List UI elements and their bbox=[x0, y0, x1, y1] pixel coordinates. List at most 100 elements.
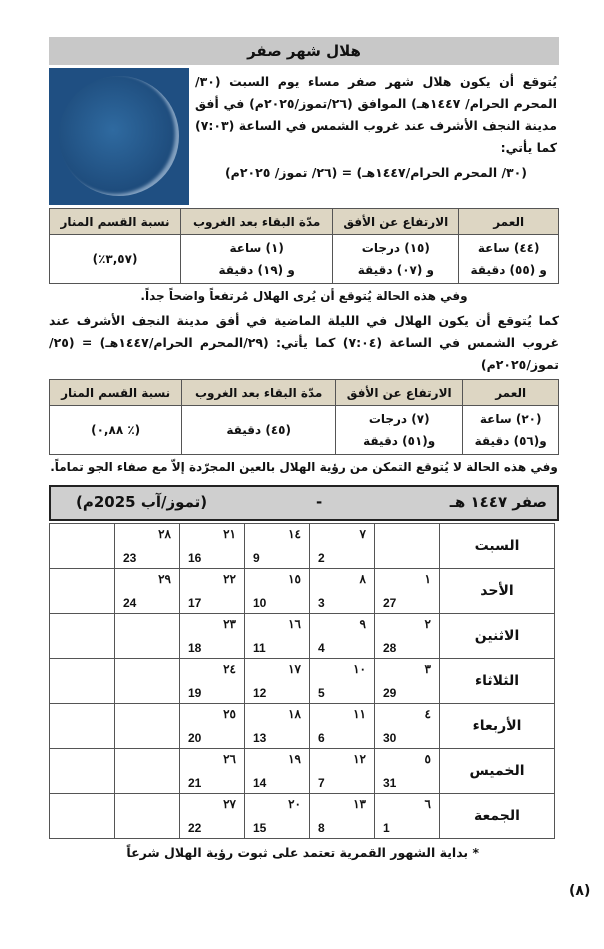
calendar-cell bbox=[49, 703, 115, 749]
hijri-day: ٥ bbox=[424, 752, 431, 766]
calendar-cell: ٢٧ 22 bbox=[179, 793, 245, 839]
hijri-day: ٩ bbox=[359, 617, 366, 631]
date-equation: (٣٠/ المحرم الحرام/١٤٤٧هـ) = (٢٦/ تموز/ … bbox=[224, 165, 528, 180]
calendar-row: الثلاثاء ٣ 29 ١٠ 5 ١٧ 12 ٢٤ 19 bbox=[49, 658, 555, 704]
cell-duration: (١) ساعة و (١٩) دقيقة bbox=[180, 234, 334, 284]
age-minutes: و(٥٦) دقيقة bbox=[474, 434, 547, 448]
calendar-cell bbox=[49, 568, 115, 614]
intro-paragraph: يُتوقع أن يكون هلال شهر صفر مساء يوم الس… bbox=[195, 74, 557, 155]
day-name: الأحد bbox=[439, 568, 555, 614]
page-content: هلال شهر صفر يُتوقع أن يكون هلال شهر صفر… bbox=[48, 37, 590, 949]
calendar-cell: ٢٥ 20 bbox=[179, 703, 245, 749]
gregorian-day: 3 bbox=[318, 596, 325, 610]
hijri-day: ٢٤ bbox=[223, 662, 236, 676]
cell-altitude: (١٥) درجات و (٠٧) دقيقة bbox=[332, 234, 460, 284]
calendar-cell bbox=[49, 523, 115, 569]
calendar-cell: ٢٦ 21 bbox=[179, 748, 245, 794]
gregorian-day: 4 bbox=[318, 641, 325, 655]
moon-data-table-1: العمر الارتفاع عن الأفق مدّة البقاء بعد … bbox=[48, 208, 559, 284]
hijri-day: ٢٠ bbox=[288, 797, 301, 811]
hijri-day: ٢٧ bbox=[223, 797, 236, 811]
calendar-row: الجمعة ٦ 1 ١٣ 8 ٢٠ 15 ٢٧ 22 bbox=[49, 793, 555, 839]
day-name: السبت bbox=[439, 523, 555, 569]
intro-text-block: يُتوقع أن يكون هلال شهر صفر مساء يوم الس… bbox=[189, 68, 559, 183]
gregorian-day: 24 bbox=[123, 596, 137, 610]
section-title: هلال شهر صفر bbox=[49, 37, 559, 65]
calendar-cell: ١٩ 14 bbox=[244, 748, 310, 794]
separator: - bbox=[316, 493, 323, 511]
calendar-row: السبت ٧ 2 ١٤ 9 ٢١ 16 ٢٨ 23 bbox=[49, 523, 555, 569]
header-duration: مدّة البقاء بعد الغروب bbox=[180, 208, 334, 235]
intro-2: كما يُتوقع أن يكون الهلال في الليلة الما… bbox=[49, 313, 559, 372]
calendar-row: الاثنين ٢ 28 ٩ 4 ١٦ 11 ٢٣ 18 bbox=[49, 613, 555, 659]
page-number: (٨) bbox=[569, 883, 591, 899]
cell-illumination: (٪ ٠,٨٨) bbox=[48, 405, 183, 455]
calendar-cell bbox=[114, 658, 180, 704]
gregorian-day: 5 bbox=[318, 686, 325, 700]
calendar-grid: السبت ٧ 2 ١٤ 9 ٢١ 16 ٢٨ 23 الأحد ١ 27 ٨ 3 ١٥ 10 ٢٢ 17 ٢٩ 24… bbox=[49, 523, 555, 839]
calendar-cell: ١٢ 7 bbox=[309, 748, 375, 794]
hijri-day: ٢٩ bbox=[158, 572, 171, 586]
hijri-day: ٢٨ bbox=[158, 527, 171, 541]
gregorian-day: 21 bbox=[188, 776, 202, 790]
gregorian-day: 23 bbox=[123, 551, 137, 565]
duration-hours: (١) ساعة bbox=[229, 241, 284, 255]
gregorian-day: 19 bbox=[188, 686, 202, 700]
gregorian-day: 7 bbox=[318, 776, 325, 790]
gregorian-day: 14 bbox=[253, 776, 267, 790]
note-1: وفي هذه الحالة يُتوقع أن يُرى الهلال مُر… bbox=[140, 289, 468, 303]
hijri-day: ١ bbox=[424, 572, 431, 586]
calendar-cell: ٤ 30 bbox=[374, 703, 440, 749]
moon-data-table-2: العمر الارتفاع عن الأفق مدّة البقاء بعد … bbox=[48, 379, 559, 455]
hijri-day: ٢٦ bbox=[223, 752, 236, 766]
calendar-cell: ١٠ 5 bbox=[309, 658, 375, 704]
calendar-cell: ١٥ 10 bbox=[244, 568, 310, 614]
calendar-cell: ١٧ 12 bbox=[244, 658, 310, 704]
footnote: * بداية الشهور القمرية تعتمد على ثبوت رؤ… bbox=[126, 845, 479, 860]
age-hours: (٢٠) ساعة bbox=[479, 412, 542, 426]
gregorian-day: 11 bbox=[253, 641, 266, 655]
calendar-row: الأحد ١ 27 ٨ 3 ١٥ 10 ٢٢ 17 ٢٩ 24 bbox=[49, 568, 555, 614]
calendar-cell: ٢ 28 bbox=[374, 613, 440, 659]
calendar-cell: ٢٨ 23 bbox=[114, 523, 180, 569]
hijri-day: ١٩ bbox=[288, 752, 301, 766]
altitude-degrees: (٧) درجات bbox=[368, 412, 430, 426]
gregorian-day: 16 bbox=[188, 551, 202, 565]
calendar-cell bbox=[49, 793, 115, 839]
gregorian-day: 8 bbox=[318, 821, 325, 835]
day-name: الجمعة bbox=[439, 793, 555, 839]
gregorian-day: 12 bbox=[253, 686, 267, 700]
calendar-cell bbox=[114, 793, 180, 839]
calendar-row: الأربعاء ٤ 30 ١١ 6 ١٨ 13 ٢٥ 20 bbox=[49, 703, 555, 749]
day-name: الأربعاء bbox=[439, 703, 555, 749]
hijri-day: ٣ bbox=[424, 662, 431, 676]
hijri-day: ١١ bbox=[353, 707, 366, 721]
day-name: الاثنين bbox=[439, 613, 555, 659]
header-duration: مدّة البقاء بعد الغروب bbox=[181, 379, 337, 406]
calendar-cell bbox=[114, 748, 180, 794]
hijri-day: ١٢ bbox=[353, 752, 366, 766]
cell-age: (٤٤) ساعة و (٥٥) دقيقة bbox=[458, 234, 559, 284]
calendar-cell: ٢١ 16 bbox=[179, 523, 245, 569]
day-name: الثلاثاء bbox=[439, 658, 555, 704]
hijri-day: ٢ bbox=[424, 617, 431, 631]
gregorian-day: 2 bbox=[318, 551, 325, 565]
gregorian-day: 13 bbox=[253, 731, 267, 745]
calendar-cell: ٥ 31 bbox=[374, 748, 440, 794]
hijri-day: ٢١ bbox=[223, 527, 236, 541]
hijri-day: ١٠ bbox=[353, 662, 366, 676]
gregorian-day: 9 bbox=[253, 551, 260, 565]
hijri-day: ١٨ bbox=[288, 707, 301, 721]
header-age: العمر bbox=[458, 208, 559, 235]
hijri-day: ٢٣ bbox=[223, 617, 236, 631]
gregorian-day: 6 bbox=[318, 731, 325, 745]
calendar-cell: ٣ 29 bbox=[374, 658, 440, 704]
hijri-day: ٤ bbox=[424, 707, 431, 721]
header-altitude: الارتفاع عن الأفق bbox=[332, 208, 460, 235]
hijri-day: ٢٢ bbox=[223, 572, 236, 586]
calendar-cell: ١٣ 8 bbox=[309, 793, 375, 839]
calendar-row: الخميس ٥ 31 ١٢ 7 ١٩ 14 ٢٦ 21 bbox=[49, 748, 555, 794]
